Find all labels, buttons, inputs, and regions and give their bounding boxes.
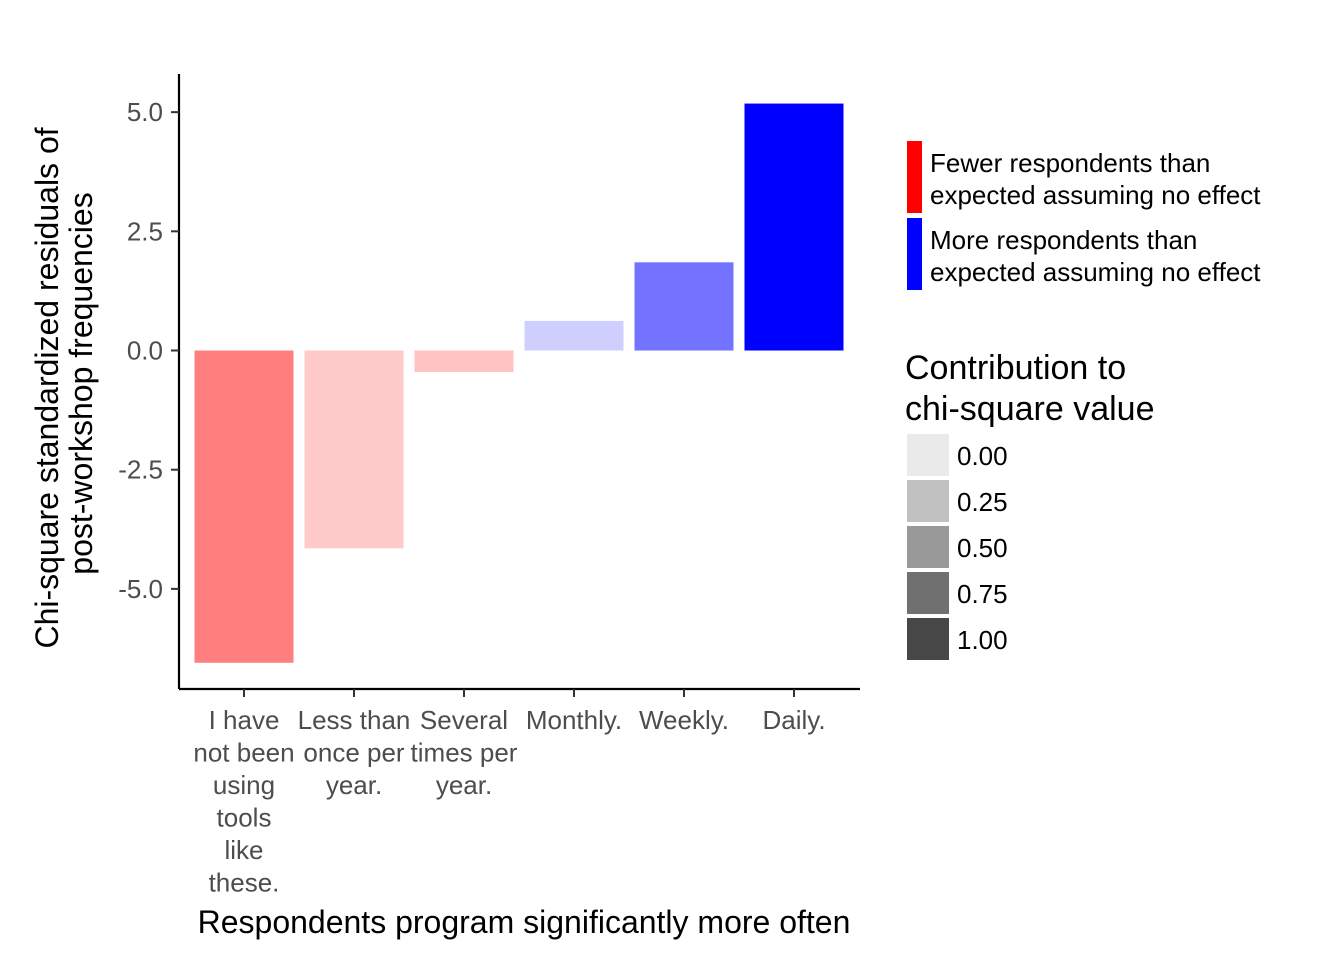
- legend-contribution-key-0: [907, 434, 949, 476]
- legend-contribution-label-0: 0.00: [957, 441, 1008, 471]
- axes-layer: [177, 74, 860, 691]
- x-tick-label-2-line-0: Several: [420, 705, 508, 735]
- legend-key-more: [907, 218, 922, 290]
- legend-contribution-title-line-2: chi-square value: [905, 390, 1154, 428]
- legend-key-fewer: [907, 141, 922, 213]
- legend-label-fewer-line-1: Fewer respondents than: [930, 148, 1210, 178]
- x-tick-label-1: Less than once per year.: [298, 705, 411, 800]
- legend-contribution-label-3: 0.75: [957, 579, 1008, 609]
- y-tick-label-0: 5.0: [127, 97, 163, 127]
- x-tick-label-0: I have not been using tools like these.: [193, 705, 294, 898]
- x-tick-label-0-line-4: like: [224, 835, 263, 865]
- bar-5: [744, 103, 844, 351]
- legend-contribution-label-1: 0.25: [957, 487, 1008, 517]
- legend-label-more-line-2: expected assuming no effect: [930, 257, 1261, 287]
- x-tick-label-2-line-2: year.: [436, 770, 492, 800]
- legend-contribution-key-1: [907, 480, 949, 522]
- x-tick-label-1-line-2: year.: [326, 770, 382, 800]
- y-tick-label-4: -5.0: [118, 574, 163, 604]
- x-tick-label-5: Daily.: [762, 705, 825, 735]
- x-tick-label-4: Weekly.: [639, 705, 729, 735]
- x-tick-label-3: Monthly.: [526, 705, 622, 735]
- x-tick-label-3-line-0: Monthly.: [526, 705, 622, 735]
- x-tick-label-0-line-2: using: [213, 770, 275, 800]
- x-tick-label-5-line-0: Daily.: [762, 705, 825, 735]
- y-tick-label-3: -2.5: [118, 455, 163, 485]
- legend-contribution-key-3: [907, 572, 949, 614]
- bar-2: [414, 350, 514, 372]
- legend-contribution-key-2: [907, 526, 949, 568]
- y-axis-title-line-2: post-workshop frequencies: [63, 192, 99, 574]
- x-tick-label-1-line-1: once per: [303, 738, 405, 768]
- legend-contribution-key-4: [907, 618, 949, 660]
- y-tick-label-1: 2.5: [127, 216, 163, 246]
- legend-contribution-title-line-1: Contribution to: [905, 349, 1126, 387]
- bar-0: [194, 350, 294, 663]
- legend-contribution-label-2: 0.50: [957, 533, 1008, 563]
- y-tick-label-2: 0.0: [127, 336, 163, 366]
- legend-label-more-line-1: More respondents than: [930, 225, 1197, 255]
- legend-contribution-label-4: 1.00: [957, 625, 1008, 655]
- y-axis-title: Chi-square standardized residuals of pos…: [29, 118, 99, 648]
- y-axis-title-line-1: Chi-square standardized residuals of: [29, 127, 65, 648]
- x-tick-label-4-line-0: Weekly.: [639, 705, 729, 735]
- bar-4: [634, 262, 734, 351]
- x-tick-label-0-line-0: I have: [209, 705, 280, 735]
- x-tick-label-0-line-5: these.: [209, 868, 280, 898]
- x-tick-label-0-line-3: tools: [217, 803, 272, 833]
- x-tick-label-2-line-1: times per: [411, 738, 518, 768]
- x-axis-title: Respondents program significantly more o…: [198, 904, 851, 940]
- x-ticks: I have not been using tools like these.Less t…: [193, 689, 826, 898]
- x-tick-label-2: Several times per year.: [411, 705, 518, 800]
- legend-label-fewer-line-2: expected assuming no effect: [930, 180, 1261, 210]
- bar-3: [524, 320, 624, 351]
- bar-1: [304, 350, 404, 549]
- x-tick-label-0-line-1: not been: [193, 738, 294, 768]
- x-tick-label-1-line-0: Less than: [298, 705, 411, 735]
- y-ticks: 5.0 2.5 0.0 -2.5 -5.0: [118, 97, 179, 604]
- bars-layer: [194, 103, 844, 663]
